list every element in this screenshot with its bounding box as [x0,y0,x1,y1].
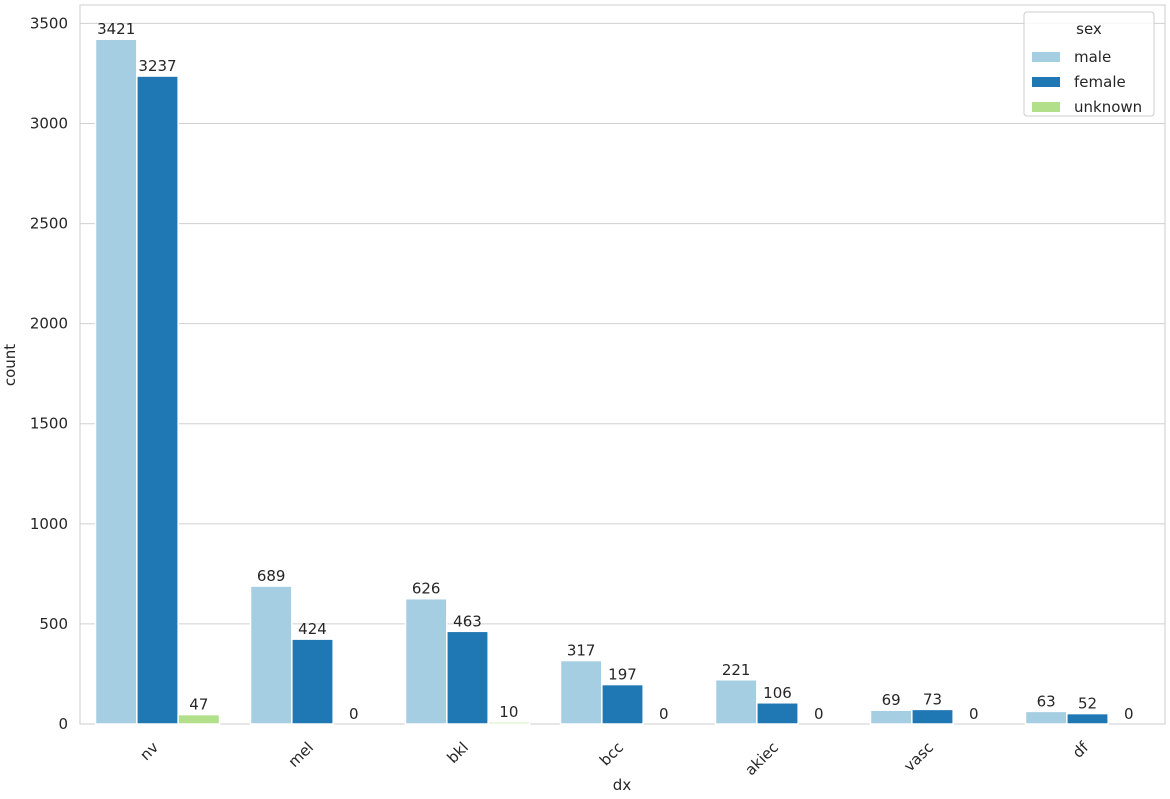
value-label: 47 [189,696,208,714]
value-label: 626 [412,580,441,598]
value-label: 424 [298,620,327,638]
y-tick-label: 3000 [30,114,68,132]
value-label: 3237 [138,57,176,75]
bar [756,702,799,725]
value-label: 63 [1037,692,1056,710]
value-label: 0 [1124,705,1134,723]
value-label: 0 [349,705,359,723]
x-tick-label: vasc [900,738,937,775]
value-label: 0 [814,705,824,723]
bar [446,630,489,725]
bar [559,659,603,725]
y-tick-label: 0 [58,715,68,733]
bar [404,597,448,725]
x-tick-label: df [1069,738,1093,762]
legend-swatch [1032,52,1060,62]
bar [714,679,758,725]
value-label: 106 [763,684,792,702]
legend-title: sex [1076,20,1102,38]
plot-frame [79,4,1166,725]
legend-swatch [1032,102,1060,112]
value-label: 10 [499,703,518,721]
y-tick-label: 2000 [30,315,68,333]
legend: sex male female unknown [1023,11,1155,117]
bar [136,75,179,725]
value-label: 317 [567,642,596,660]
value-label: 463 [453,612,482,630]
y-tick-label: 500 [39,615,68,633]
bar [291,638,334,725]
x-tick-label: bcc [596,738,627,769]
legend-label: male [1074,48,1111,66]
legend-frame [1023,11,1155,117]
bar [249,585,293,725]
bar [1066,712,1109,725]
y-tick-label: 1000 [30,515,68,533]
value-label: 0 [659,705,669,723]
x-tick-label: akiec [741,738,782,779]
bar [869,709,913,725]
y-tick-label: 1500 [30,415,68,433]
legend-label: unknown [1074,98,1142,116]
bar [487,721,531,725]
value-label: 221 [722,661,751,679]
bar [1024,710,1068,725]
x-tick-label: mel [285,738,318,771]
value-label: 0 [969,705,979,723]
y-tick-label: 3500 [30,14,68,32]
y-axis-label: count [1,344,19,386]
value-label: 197 [608,666,637,684]
value-label: 52 [1078,695,1097,713]
value-label: 69 [882,691,901,709]
bar [177,713,221,725]
x-tick-label: bkl [444,738,473,767]
x-axis-label: dx [613,776,632,794]
bar [601,683,644,725]
legend-swatch [1032,77,1060,87]
legend-label: female [1074,73,1126,91]
value-label: 3421 [97,20,135,38]
x-tick-label: nv [136,738,162,764]
value-label: 689 [257,567,286,585]
bar [94,38,138,725]
value-label: 73 [923,690,942,708]
y-tick-label: 2500 [30,215,68,233]
bar [911,708,954,725]
